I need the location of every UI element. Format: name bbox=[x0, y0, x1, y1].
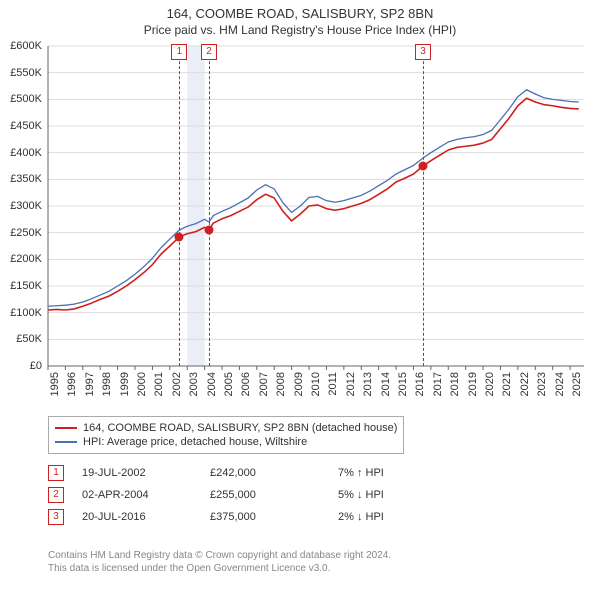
x-tick-label: 1997 bbox=[84, 372, 96, 396]
transactions-table: 1 19-JUL-2002 £242,000 7% ↑ HPI 2 02-APR-2004… bbox=[48, 462, 428, 528]
chart-subtitle: Price paid vs. HM Land Registry's House … bbox=[0, 21, 600, 41]
x-tick-label: 2016 bbox=[414, 372, 426, 396]
transaction-marker: 2 bbox=[201, 44, 217, 60]
transaction-index-box: 2 bbox=[48, 487, 64, 503]
x-tick-label: 1999 bbox=[119, 372, 131, 396]
legend-row: 164, COOMBE ROAD, SALISBURY, SP2 8BN (de… bbox=[55, 421, 397, 435]
footer-line2: This data is licensed under the Open Gov… bbox=[48, 563, 391, 576]
y-tick-label: £300K bbox=[10, 200, 48, 212]
x-tick-label: 2008 bbox=[275, 372, 287, 396]
x-tick-label: 2003 bbox=[188, 372, 200, 396]
transaction-row: 2 02-APR-2004 £255,000 5% ↓ HPI bbox=[48, 484, 428, 506]
x-tick-label: 2018 bbox=[449, 372, 461, 396]
footer-line1: Contains HM Land Registry data © Crown c… bbox=[48, 550, 391, 563]
x-tick-label: 2019 bbox=[467, 372, 479, 396]
transaction-vline bbox=[209, 46, 210, 366]
y-tick-label: £500K bbox=[10, 93, 48, 105]
transaction-hpi-delta: 7% ↑ HPI bbox=[338, 467, 428, 479]
x-tick-label: 2017 bbox=[432, 372, 444, 396]
x-tick-label: 2020 bbox=[484, 372, 496, 396]
x-tick-label: 2025 bbox=[571, 372, 583, 396]
x-tick-label: 2013 bbox=[362, 372, 374, 396]
x-tick-label: 2005 bbox=[223, 372, 235, 396]
y-tick-label: £50K bbox=[16, 333, 48, 345]
legend-box: 164, COOMBE ROAD, SALISBURY, SP2 8BN (de… bbox=[48, 416, 404, 454]
legend-swatch bbox=[55, 427, 77, 429]
transaction-price: £242,000 bbox=[210, 467, 320, 479]
transaction-price: £375,000 bbox=[210, 511, 320, 523]
y-tick-label: £200K bbox=[10, 253, 48, 265]
transaction-row: 3 20-JUL-2016 £375,000 2% ↓ HPI bbox=[48, 506, 428, 528]
legend-label: 164, COOMBE ROAD, SALISBURY, SP2 8BN (de… bbox=[83, 422, 397, 434]
footer-licence: Contains HM Land Registry data © Crown c… bbox=[48, 550, 391, 575]
transaction-date: 19-JUL-2002 bbox=[82, 467, 192, 479]
transaction-marker: 1 bbox=[171, 44, 187, 60]
transaction-marker: 3 bbox=[415, 44, 431, 60]
chart-plot-area: £0£50K£100K£150K£200K£250K£300K£350K£400… bbox=[48, 46, 584, 366]
x-tick-label: 2023 bbox=[536, 372, 548, 396]
transaction-date: 20-JUL-2016 bbox=[82, 511, 192, 523]
y-tick-label: £250K bbox=[10, 227, 48, 239]
x-tick-label: 2007 bbox=[258, 372, 270, 396]
x-tick-label: 2009 bbox=[293, 372, 305, 396]
x-tick-label: 1995 bbox=[49, 372, 61, 396]
transaction-index-box: 3 bbox=[48, 509, 64, 525]
y-tick-label: £550K bbox=[10, 67, 48, 79]
transaction-row: 1 19-JUL-2002 £242,000 7% ↑ HPI bbox=[48, 462, 428, 484]
y-tick-label: £350K bbox=[10, 173, 48, 185]
x-tick-label: 2022 bbox=[519, 372, 531, 396]
y-tick-label: £0 bbox=[30, 360, 48, 372]
legend-row: HPI: Average price, detached house, Wilt… bbox=[55, 435, 397, 449]
transaction-price: £255,000 bbox=[210, 489, 320, 501]
x-tick-label: 1998 bbox=[101, 372, 113, 396]
x-tick-label: 2001 bbox=[153, 372, 165, 396]
x-tick-label: 2002 bbox=[171, 372, 183, 396]
chart-svg bbox=[48, 46, 584, 366]
x-tick-label: 1996 bbox=[66, 372, 78, 396]
x-tick-label: 2011 bbox=[327, 372, 339, 396]
transaction-vline bbox=[423, 46, 424, 366]
y-tick-label: £150K bbox=[10, 280, 48, 292]
transaction-dot bbox=[204, 226, 213, 235]
transaction-hpi-delta: 5% ↓ HPI bbox=[338, 489, 428, 501]
y-tick-label: £450K bbox=[10, 120, 48, 132]
chart-title: 164, COOMBE ROAD, SALISBURY, SP2 8BN bbox=[0, 0, 600, 21]
transaction-index-box: 1 bbox=[48, 465, 64, 481]
x-tick-label: 2015 bbox=[397, 372, 409, 396]
transaction-dot bbox=[175, 232, 184, 241]
y-tick-label: £100K bbox=[10, 307, 48, 319]
transaction-vline bbox=[179, 46, 180, 366]
x-tick-label: 2012 bbox=[345, 372, 357, 396]
legend-swatch bbox=[55, 441, 77, 443]
x-tick-label: 2021 bbox=[501, 372, 513, 396]
y-tick-label: £600K bbox=[10, 40, 48, 52]
x-tick-label: 2006 bbox=[240, 372, 252, 396]
transaction-date: 02-APR-2004 bbox=[82, 489, 192, 501]
legend-label: HPI: Average price, detached house, Wilt… bbox=[83, 436, 307, 448]
x-tick-label: 2014 bbox=[380, 372, 392, 396]
x-tick-label: 2000 bbox=[136, 372, 148, 396]
transaction-hpi-delta: 2% ↓ HPI bbox=[338, 511, 428, 523]
x-tick-label: 2010 bbox=[310, 372, 322, 396]
x-tick-label: 2004 bbox=[206, 372, 218, 396]
y-tick-label: £400K bbox=[10, 147, 48, 159]
transaction-dot bbox=[419, 162, 428, 171]
x-tick-label: 2024 bbox=[554, 372, 566, 396]
